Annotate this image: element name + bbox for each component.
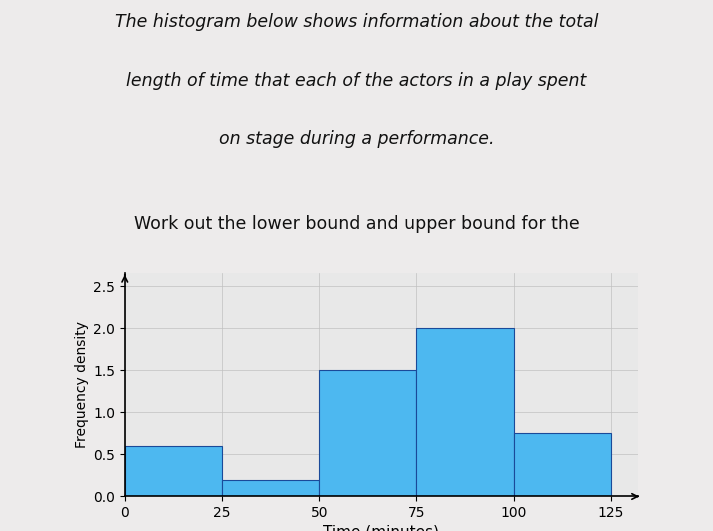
Text: Work out the lower bound and upper bound for the: Work out the lower bound and upper bound… bbox=[133, 215, 580, 233]
Bar bbox=[222, 479, 319, 496]
Y-axis label: Frequency density: Frequency density bbox=[75, 321, 89, 449]
Text: 30: 30 bbox=[306, 337, 336, 357]
Bar bbox=[416, 328, 513, 496]
Bar bbox=[513, 433, 611, 496]
X-axis label: Time (minutes): Time (minutes) bbox=[324, 525, 439, 531]
Bar bbox=[319, 370, 416, 496]
Text: number of actors that could have been on stage for: number of actors that could have been on… bbox=[130, 273, 583, 292]
Text: between: between bbox=[264, 337, 345, 355]
Bar bbox=[125, 446, 222, 496]
Text: 70: 70 bbox=[388, 337, 418, 357]
Text: minutes.: minutes. bbox=[401, 337, 483, 355]
Text: length of time that each of the actors in a play spent: length of time that each of the actors i… bbox=[126, 72, 587, 90]
Text: The histogram below shows information about the total: The histogram below shows information ab… bbox=[115, 13, 598, 31]
Text: minutes and: minutes and bbox=[319, 337, 439, 355]
Text: on stage during a performance.: on stage during a performance. bbox=[219, 130, 494, 148]
